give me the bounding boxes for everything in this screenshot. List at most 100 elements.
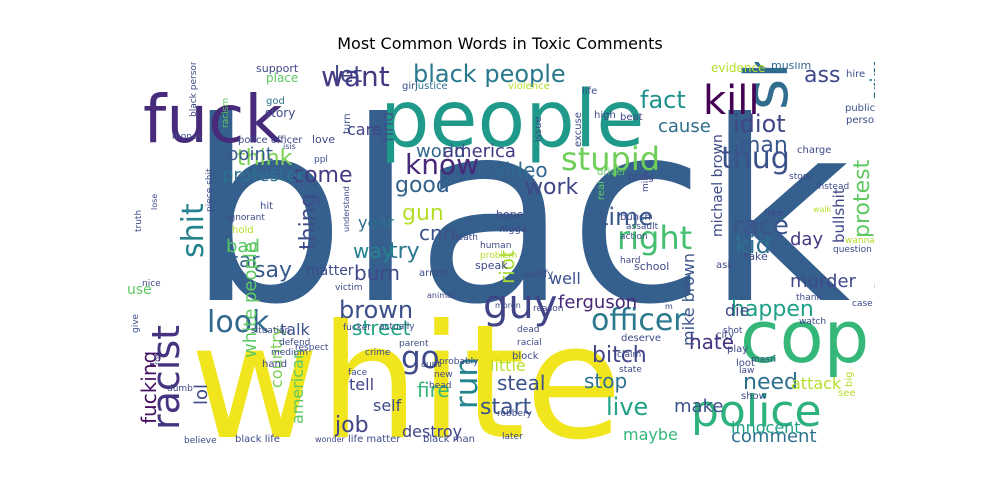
word-cnn: cnn [419, 221, 455, 245]
word-mike: mike [641, 170, 651, 192]
word-state: state [619, 365, 642, 375]
word-guy: guy [483, 282, 557, 328]
word-let: let [334, 63, 363, 88]
word-love: love [312, 133, 335, 146]
word-find: find [378, 112, 397, 142]
word-watch: watch [799, 317, 826, 327]
word-justify: justify [522, 269, 553, 280]
word-officer: officer [591, 303, 686, 338]
word-thing: thing [296, 193, 321, 250]
word-self: self [373, 396, 402, 415]
word-beat: beat [620, 112, 643, 123]
word-give: give [131, 313, 141, 333]
word-thank: thank [796, 293, 822, 303]
word-arrest: arrest [419, 268, 448, 279]
word-charge: charge [797, 145, 831, 156]
word-life-matter: life matter [348, 434, 401, 445]
word-hope: hope [496, 208, 524, 221]
word-lol: lol [191, 384, 212, 405]
word-animal: animal [427, 291, 454, 300]
word-black-life: black life [235, 434, 280, 445]
word-american: american [288, 349, 307, 424]
word-know: know [405, 148, 479, 181]
word-job: job [334, 413, 369, 438]
word-start: start [480, 395, 532, 420]
word-loot: loot [736, 358, 755, 369]
word-day: day [790, 229, 823, 250]
word-year: year [358, 213, 394, 232]
cloud-background [125, 62, 875, 450]
word-murder: murder [790, 271, 857, 292]
word-take: take [744, 250, 768, 263]
word-steal: steal [497, 371, 545, 395]
word-dumb: dumb [167, 384, 193, 394]
word-real: real [596, 181, 607, 200]
word-driver: driver [597, 167, 627, 178]
word-police-officer: police officer [238, 135, 303, 146]
word-school: school [634, 260, 669, 273]
word-store: store [789, 172, 812, 182]
word-later: later [502, 432, 523, 442]
word-speak: speak [475, 259, 508, 272]
word-white-people: white people [240, 242, 261, 358]
word-come: come [292, 163, 353, 188]
word-rob: rob [153, 352, 162, 365]
word-defend: defend [279, 338, 310, 348]
word-kill: kill [703, 78, 760, 124]
word-wanna: wanna [845, 236, 875, 246]
word-isis: isis [283, 142, 296, 151]
word-turn: turn [342, 113, 353, 134]
word-assault: assault [626, 222, 659, 232]
word-violence: violence [508, 81, 550, 92]
word-m: m [665, 302, 673, 311]
word-bitch: bitch [592, 343, 647, 368]
word-hand: hand [262, 359, 287, 370]
word-story: story [265, 106, 295, 120]
word-bullshit: bullshit [830, 188, 848, 243]
word-fucking: fucking [137, 351, 161, 424]
word-wonder: wonder [315, 435, 346, 444]
word-ignorant: ignorant [227, 213, 265, 223]
word-say: say [254, 258, 292, 283]
word-mike-brown: mike brown [679, 253, 698, 346]
word-see: see [838, 388, 856, 399]
word-kid: kid [735, 231, 771, 259]
word-racist: racist [144, 325, 188, 430]
word-black-man: black man [423, 434, 475, 445]
word-shoot: shoot [732, 62, 802, 110]
word-ass: ass [804, 63, 840, 88]
word-fire: fire [417, 378, 450, 402]
word-tell: tell [349, 375, 374, 394]
word-death: death [452, 233, 478, 243]
word-car: car [228, 248, 260, 272]
word-country: country [267, 327, 286, 388]
word-world: world [416, 141, 466, 162]
word-new: new [434, 370, 453, 380]
word-make: make [674, 396, 723, 417]
word-cunt: cunt [421, 360, 441, 370]
word-justice: justice [414, 81, 448, 92]
word-video: video [493, 158, 548, 182]
word-money: money [172, 132, 204, 142]
word-support: support [256, 62, 299, 75]
word-bring: bring [628, 172, 654, 183]
word-need: need [743, 370, 798, 395]
word-police: police [691, 386, 822, 437]
word-bunch: bunch [620, 212, 651, 223]
word-talk: talk [280, 320, 311, 339]
word-stop: stop [584, 369, 627, 393]
word-stupid: stupid [561, 140, 660, 178]
word-play: play [727, 344, 748, 355]
word-claim: claim [617, 350, 641, 360]
word-innocent: innocent [731, 418, 801, 437]
word-man: man [739, 133, 788, 158]
word-instead: instead [816, 182, 849, 192]
word-moron: moron [495, 301, 521, 310]
word-action: action [620, 232, 648, 242]
word-case: case [852, 299, 873, 309]
word-black-people: black people [413, 62, 566, 88]
chart-title: Most Common Words in Toxic Comments [337, 34, 663, 53]
word-look: look [207, 305, 270, 340]
word-cop: cop [740, 295, 869, 379]
